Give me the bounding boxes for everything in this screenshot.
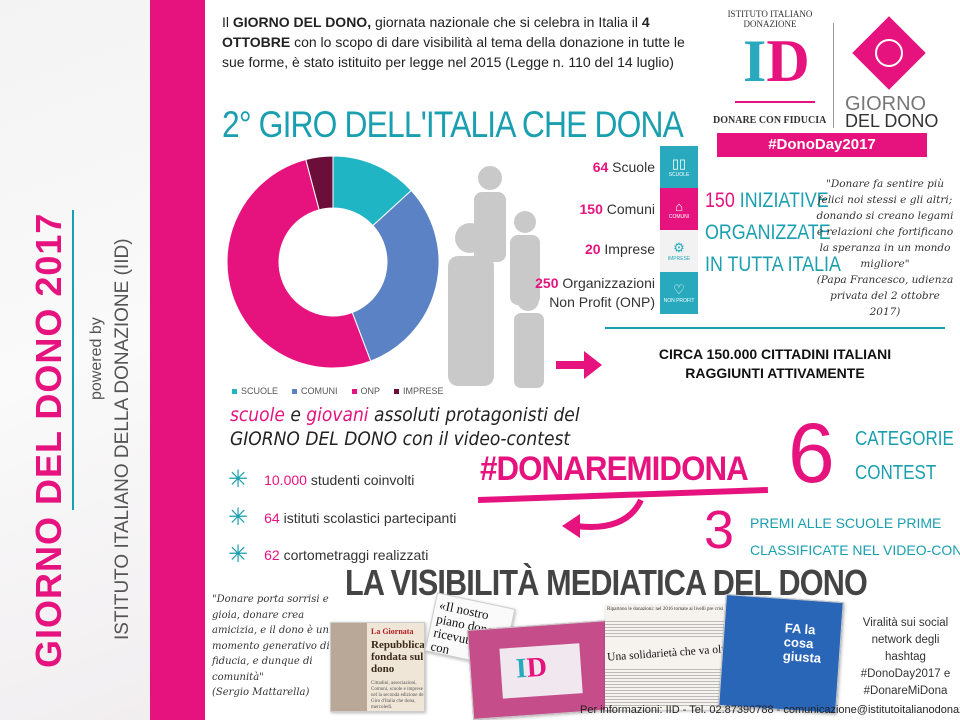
pope-quote: "Donare fa sentire più felici noi stessi… — [816, 178, 954, 318]
tile-nonprofit: ♡ NON PROFIT — [660, 272, 698, 314]
legend-label: SCUOLE — [241, 386, 279, 396]
legend-swatch — [232, 389, 237, 395]
stat-onp: 250 Organizzazioni Non Profit (ONP) — [535, 275, 655, 310]
gears-icon: ⚙ — [673, 240, 685, 255]
side-org: ISTITUTO ITALIANO DELLA DONAZIONE (IID) — [112, 238, 133, 640]
stat-scuole: 64 Scuole — [592, 159, 655, 175]
protagonisti-text: scuole e giovani assoluti protagonisti d… — [230, 404, 580, 450]
six-number: 6 — [788, 406, 835, 500]
tile-scuole: ▯▯ SCUOLE — [660, 146, 698, 188]
curved-arrow-icon — [562, 498, 644, 538]
mattarella-quote: "Donare porta sorrisi e gioia, donare cr… — [212, 594, 330, 698]
legend-label: IMPRESE — [403, 386, 444, 396]
media-title: LA VISIBILITÀ MEDIATICA DEL DONO — [345, 562, 868, 603]
side-panel — [0, 0, 150, 720]
legend-item-comuni: COMUNI — [292, 386, 338, 396]
footer-contact: Per informazioni: IID - Tel. 02.87390788… — [580, 704, 960, 716]
donut-slice-imprese — [305, 155, 334, 211]
chart-legend: SCUOLE COMUNI ONP IMPRESE — [232, 386, 444, 396]
viral-text: Viralità sui social network degli hashta… — [860, 617, 951, 697]
donut-slice-comuni — [351, 189, 440, 362]
legend-swatch — [394, 389, 400, 395]
stat-comuni: 150 Comuni — [579, 201, 656, 217]
heart-icon: ♡ — [673, 282, 685, 297]
legend-item-scuole: SCUOLE — [232, 386, 278, 396]
legend-swatch — [351, 389, 357, 395]
reach-box: CIRCA 150.000 CITTADINI ITALIANI RAGGIUNT… — [658, 346, 892, 381]
page-title: 2° GIRO DELL'ITALIA CHE DONA — [222, 104, 684, 145]
tv-screenshot-fa-la-cosa-giusta: FA la cosa giusta — [718, 594, 844, 714]
pink-bar — [150, 0, 205, 720]
arrow-right-icon — [556, 351, 602, 379]
asterisk-icon: ✳ — [228, 504, 249, 531]
asterisk-icon: ✳ — [228, 541, 249, 568]
dono-day-hashtag: #DonoDay2017 — [717, 133, 927, 157]
premi-text: PREMI ALLE SCUOLE PRIME CLASSIFICATE NEL … — [750, 515, 960, 558]
side-title: GIORNO DEL DONO 2017 — [28, 212, 69, 668]
people-icon — [448, 166, 544, 388]
bullet-istituti: ✳ 64 istituti scolastici partecipanti — [228, 504, 457, 531]
asterisk-icon: ✳ — [228, 466, 249, 493]
legend-item-imprese: IMPRESE — [394, 386, 444, 396]
press-clip-repubblica: La Giornata Repubblica fondata sul dono … — [330, 622, 425, 712]
divider — [605, 327, 945, 329]
side-divider — [72, 210, 74, 510]
legend-item-onp: ONP — [351, 386, 381, 396]
bullet-cortometraggi: ✳ 62 cortometraggi realizzati — [228, 541, 429, 568]
iniziative-text: 150 INIZIATIVE ORGANIZZATE IN TUTTA ITALIA — [705, 189, 841, 276]
tile-comuni: ⌂ COMUNI — [660, 188, 698, 230]
powered-by: powered by — [88, 317, 105, 400]
contest-hashtag: #DONAREMIDONA — [480, 450, 749, 488]
town-hall-icon: ⌂ — [675, 198, 683, 214]
logo: ISTITUTO ITALIANO DONAZIONE ID DONARE CO… — [705, 5, 955, 157]
intro-text: Il GIORNO DEL DONO, giornata nazionale c… — [222, 14, 685, 70]
tile-imprese: ⚙ IMPRESE — [660, 230, 698, 272]
legend-label: COMUNI — [301, 386, 338, 396]
stat-imprese: 20 Imprese — [584, 241, 655, 257]
donut-slice-onp — [226, 158, 372, 369]
donut-chart — [226, 155, 440, 369]
categorie-text: CATEGORIE CONTEST — [855, 428, 954, 484]
bullet-studenti: ✳ 10.000 studenti coinvolti — [228, 466, 415, 493]
book-icon: ▯▯ — [671, 156, 687, 171]
legend-swatch — [292, 389, 298, 395]
legend-label: ONP — [360, 386, 381, 396]
three-number: 3 — [704, 500, 735, 560]
